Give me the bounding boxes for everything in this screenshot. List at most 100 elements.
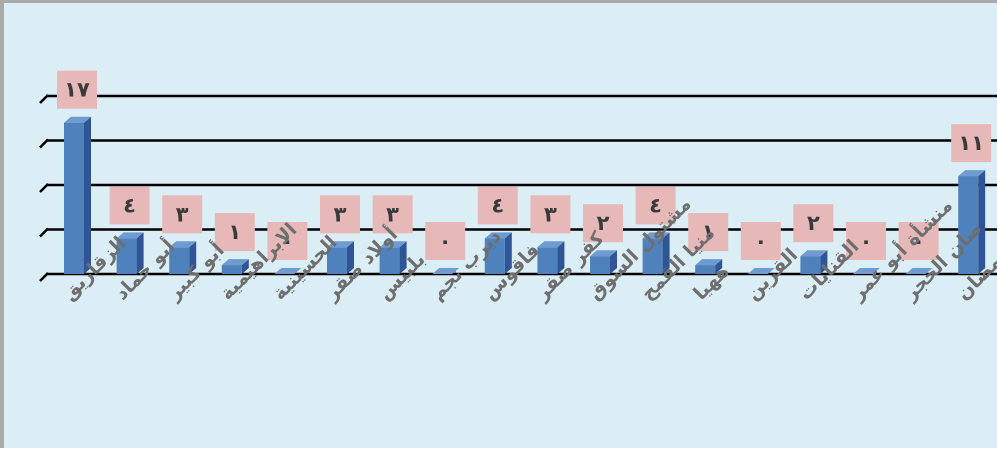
bar-top — [274, 268, 302, 274]
data-label-box — [320, 195, 360, 234]
data-label-text: ٤ — [123, 193, 136, 217]
bar — [853, 268, 880, 274]
data-label-text: ٠ — [912, 229, 925, 253]
data-label: ٣ — [320, 195, 360, 234]
bar-side — [557, 241, 565, 274]
gridline-tick — [39, 183, 49, 193]
bar-top — [484, 232, 512, 239]
data-label-box — [583, 204, 623, 243]
bar-side — [715, 259, 723, 274]
bar-side — [978, 170, 986, 274]
data-label-text: ١ — [228, 220, 241, 244]
data-label-text: ٣ — [544, 202, 557, 226]
bar — [169, 241, 197, 274]
data-label-box — [372, 195, 413, 234]
data-label-box — [740, 222, 781, 260]
data-label-box — [635, 186, 676, 225]
bar — [484, 232, 512, 274]
bar-side — [610, 250, 617, 274]
bar-front — [537, 247, 558, 274]
data-label: ٠ — [740, 222, 781, 260]
data-label: ٠ — [898, 222, 939, 260]
data-label-text: ٠ — [860, 229, 873, 253]
data-label-text: ٠ — [754, 229, 767, 253]
bar-top — [905, 268, 933, 274]
bar — [221, 259, 249, 274]
data-label-box — [530, 195, 571, 234]
data-label-box — [898, 222, 939, 260]
data-label: ٢ — [583, 204, 623, 243]
bar-top — [695, 259, 723, 266]
bar — [379, 241, 407, 274]
gridline-tick — [39, 94, 49, 104]
bar-side — [662, 232, 670, 274]
bar-top — [221, 259, 249, 266]
bar-front — [958, 176, 979, 274]
data-label-text: ٤ — [649, 193, 662, 217]
bar-top — [958, 170, 986, 177]
bar-top — [853, 268, 880, 274]
data-label-text: ١١ — [958, 131, 984, 155]
bar — [590, 250, 617, 274]
data-label: ٠ — [267, 222, 308, 260]
data-label-box — [214, 213, 255, 252]
bar-side — [241, 259, 249, 274]
data-label-text: ٣ — [334, 202, 347, 226]
bar — [958, 170, 986, 274]
bar-front — [642, 238, 663, 274]
bar — [327, 241, 354, 274]
data-label-text: ٣ — [176, 202, 189, 226]
data-label: ٤ — [477, 186, 518, 225]
bar-front — [64, 122, 84, 274]
data-label: ٣ — [372, 195, 413, 234]
data-label-box — [425, 222, 466, 260]
bar-side — [820, 250, 828, 274]
bar-side — [136, 232, 144, 274]
bar-front — [221, 265, 242, 274]
bar-front — [484, 238, 505, 274]
gridline-tick — [39, 227, 49, 238]
data-label: ٢ — [793, 204, 834, 243]
data-label-text: ٠ — [439, 229, 452, 253]
gridline-tick — [39, 138, 49, 149]
bar-side — [189, 241, 197, 274]
bar-top — [432, 268, 460, 274]
data-label-box — [793, 204, 834, 243]
data-label-text: ١ — [702, 220, 715, 244]
bar-front — [116, 238, 137, 274]
bar-top — [379, 241, 407, 248]
bar-top — [642, 232, 670, 239]
data-label: ١١ — [951, 124, 992, 163]
data-label: ٤ — [635, 186, 676, 225]
data-label-box — [951, 124, 992, 163]
gridline-tick — [39, 272, 49, 282]
data-label-text: ٣ — [386, 202, 399, 226]
bar-top — [327, 241, 354, 248]
bar-top — [747, 268, 775, 274]
bar-side — [84, 116, 91, 274]
bar — [800, 250, 828, 274]
data-label-text: ٠ — [281, 229, 294, 253]
data-label: ١ — [214, 213, 255, 252]
bar — [905, 268, 933, 274]
data-label: ٤ — [109, 186, 150, 225]
data-label-text: ٤ — [491, 193, 504, 217]
data-label: ٠ — [846, 222, 886, 260]
data-label-box — [688, 213, 729, 252]
bar-front — [800, 256, 821, 274]
bar-front — [327, 247, 347, 274]
data-label: ١٧ — [57, 70, 97, 109]
data-label-box — [846, 222, 886, 260]
bar — [274, 268, 302, 274]
data-label: ٣ — [162, 195, 203, 234]
data-label-text: ١٧ — [64, 78, 90, 102]
data-label-text: ٢ — [597, 211, 610, 235]
bar-front — [695, 265, 716, 274]
data-label-text: ٢ — [807, 211, 820, 235]
bar-front — [379, 247, 400, 274]
bar — [537, 241, 565, 274]
bar-top — [169, 241, 197, 248]
data-label-box — [109, 186, 150, 225]
